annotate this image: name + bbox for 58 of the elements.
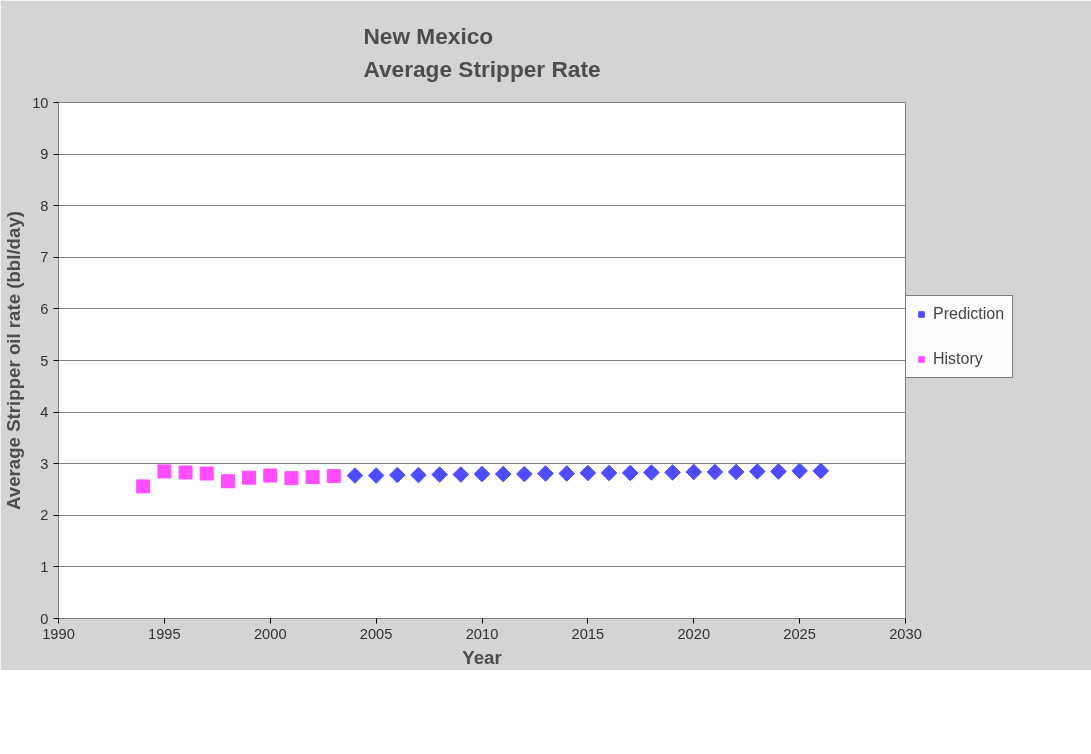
legend-label: Prediction (933, 305, 1005, 323)
point (558, 465, 575, 482)
point (643, 464, 660, 481)
point (473, 465, 491, 483)
point (220, 474, 235, 489)
x-tick-label: 2015 (571, 625, 605, 642)
point (621, 464, 639, 482)
point (770, 463, 787, 480)
y-tick-label: 0 (40, 610, 49, 627)
point (812, 462, 830, 480)
x-axis-title: Year (462, 646, 502, 668)
point (242, 470, 257, 485)
x-tick-label: 1990 (42, 625, 75, 642)
point (727, 463, 745, 481)
point (326, 469, 341, 484)
point (136, 479, 151, 494)
point (452, 466, 470, 483)
y-tick-label: 6 (40, 300, 49, 317)
point (389, 466, 406, 484)
chart-title: New Mexico Average Stripper Rate (363, 22, 601, 83)
point (494, 465, 512, 483)
point (199, 466, 214, 481)
y-tick-label: 10 (32, 94, 49, 111)
point (516, 465, 533, 483)
point (346, 467, 364, 484)
legend-label: History (933, 350, 983, 368)
point (431, 466, 448, 483)
x-tick-label: 2030 (889, 625, 922, 642)
point (537, 465, 554, 482)
x-tick-label: 2020 (677, 625, 711, 642)
x-tick-label: 2010 (465, 625, 499, 642)
point (579, 464, 597, 482)
y-tick-label: 3 (40, 455, 49, 472)
point (178, 465, 193, 480)
point (410, 466, 427, 484)
point (263, 468, 278, 483)
y-tick-label: 9 (40, 146, 49, 163)
y-tick-label: 8 (40, 197, 49, 214)
point (685, 463, 703, 481)
x-tick-label: 1995 (148, 625, 181, 642)
y-tick-label: 2 (40, 507, 49, 524)
y-axis-title: Average Stripper oil rate (bbl/day) (3, 211, 25, 510)
point (664, 464, 681, 481)
y-tick-label: 1 (40, 558, 49, 575)
point (157, 464, 172, 479)
y-tick-label: 7 (40, 249, 49, 266)
point (305, 470, 320, 485)
x-tick-label: 2000 (253, 625, 287, 642)
y-tick-label: 4 (40, 404, 49, 421)
x-tick-label: 2005 (359, 625, 393, 642)
point (284, 471, 299, 486)
point (367, 467, 385, 484)
point (706, 463, 724, 481)
point (749, 463, 766, 480)
x-tick-label: 2025 (783, 625, 816, 642)
point (791, 462, 808, 480)
y-tick-label: 5 (40, 352, 49, 369)
point (600, 464, 618, 482)
